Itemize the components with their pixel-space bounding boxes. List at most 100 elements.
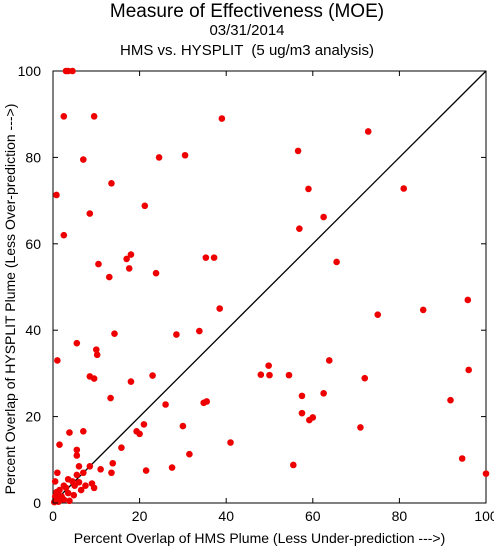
data-point — [447, 396, 454, 404]
y-tick-label: 60 — [25, 236, 41, 252]
data-point — [71, 482, 78, 490]
data-point — [53, 191, 60, 199]
x-tick-label: 80 — [392, 508, 408, 524]
data-point — [202, 254, 210, 261]
data-point — [298, 392, 306, 400]
data-point — [51, 478, 59, 485]
data-point — [374, 311, 382, 318]
plot-frame — [52, 70, 487, 504]
data-point — [109, 459, 117, 467]
data-point — [86, 462, 94, 470]
data-point — [90, 375, 98, 382]
data-point — [60, 113, 68, 120]
data-point — [77, 486, 85, 494]
data-point — [107, 394, 114, 402]
data-point — [298, 409, 306, 417]
data-point — [80, 156, 87, 163]
data-point — [56, 441, 63, 448]
data-point — [305, 185, 312, 193]
data-point — [155, 154, 163, 161]
data-point — [90, 484, 98, 492]
data-point — [142, 467, 150, 474]
data-point — [108, 469, 115, 477]
data-point — [265, 362, 272, 369]
data-point — [216, 305, 224, 312]
x-axis-label: Percent Overlap of HMS Plume (Less Under… — [74, 530, 446, 546]
x-tick-label: 60 — [305, 508, 321, 524]
data-point — [168, 464, 176, 471]
data-point — [108, 180, 115, 187]
data-point — [400, 185, 408, 192]
data-point — [80, 469, 87, 477]
data-point — [86, 210, 94, 217]
data-point — [140, 421, 148, 428]
data-point — [136, 430, 143, 438]
y-axis-label: Percent Overlap of HYSPLIT Plume (Less O… — [2, 104, 18, 495]
x-tick-label: 40 — [218, 508, 234, 524]
data-point — [82, 482, 89, 490]
data-point — [80, 427, 87, 435]
data-point — [125, 265, 133, 272]
data-point — [90, 113, 98, 120]
data-point — [73, 446, 81, 454]
data-point — [196, 327, 203, 335]
data-point — [173, 331, 180, 338]
data-point — [54, 357, 61, 364]
data-point — [333, 258, 340, 266]
data-point — [357, 424, 364, 431]
y-tick-label: 20 — [25, 409, 41, 425]
data-point — [364, 128, 372, 135]
data-point — [361, 374, 369, 382]
x-tick-label: 100 — [474, 508, 494, 524]
data-point — [93, 351, 101, 359]
y-tick-label: 100 — [18, 63, 42, 79]
data-point — [64, 489, 72, 497]
data-point — [73, 452, 81, 459]
data-point — [458, 455, 466, 462]
data-point — [296, 225, 303, 232]
data-point — [54, 469, 61, 477]
data-point — [266, 371, 273, 379]
data-point — [70, 491, 78, 499]
data-point — [105, 273, 113, 281]
data-point — [186, 450, 193, 458]
x-tick-label: 20 — [132, 508, 148, 524]
data-point — [66, 429, 73, 436]
data-point — [149, 372, 156, 379]
data-point — [320, 213, 327, 221]
x-tick-label: 0 — [49, 508, 57, 524]
data-point — [93, 346, 100, 353]
data-point — [66, 497, 73, 505]
data-point — [181, 151, 189, 159]
data-point — [97, 466, 104, 473]
data-point — [218, 115, 226, 122]
data-point — [60, 231, 68, 239]
data-point — [127, 378, 135, 385]
data-point — [325, 357, 333, 364]
y-tick-label: 80 — [25, 149, 41, 165]
data-point — [69, 67, 76, 75]
data-point — [257, 371, 265, 378]
data-point — [306, 416, 313, 424]
data-point — [62, 484, 70, 492]
data-point — [73, 339, 81, 347]
data-point — [73, 471, 81, 479]
data-point — [227, 439, 234, 446]
data-point — [482, 470, 490, 477]
chart-subtitle: HMS vs. HYSPLIT (5 ug/m3 analysis) — [120, 42, 374, 59]
data-point — [60, 496, 68, 503]
y-tick-label: 0 — [33, 495, 41, 511]
data-point — [162, 401, 169, 408]
data-point — [179, 422, 187, 430]
data-point — [210, 254, 218, 261]
y-tick-label: 40 — [25, 322, 41, 338]
data-point — [111, 330, 118, 337]
data-point — [320, 389, 327, 397]
data-point — [290, 461, 297, 469]
data-point — [294, 147, 302, 155]
chart-title: Measure of Effectiveness (MOE) — [109, 1, 385, 22]
data-point — [465, 366, 472, 374]
data-point — [152, 269, 160, 277]
data-point — [200, 399, 207, 407]
chart-date: 03/31/2014 — [209, 22, 285, 39]
